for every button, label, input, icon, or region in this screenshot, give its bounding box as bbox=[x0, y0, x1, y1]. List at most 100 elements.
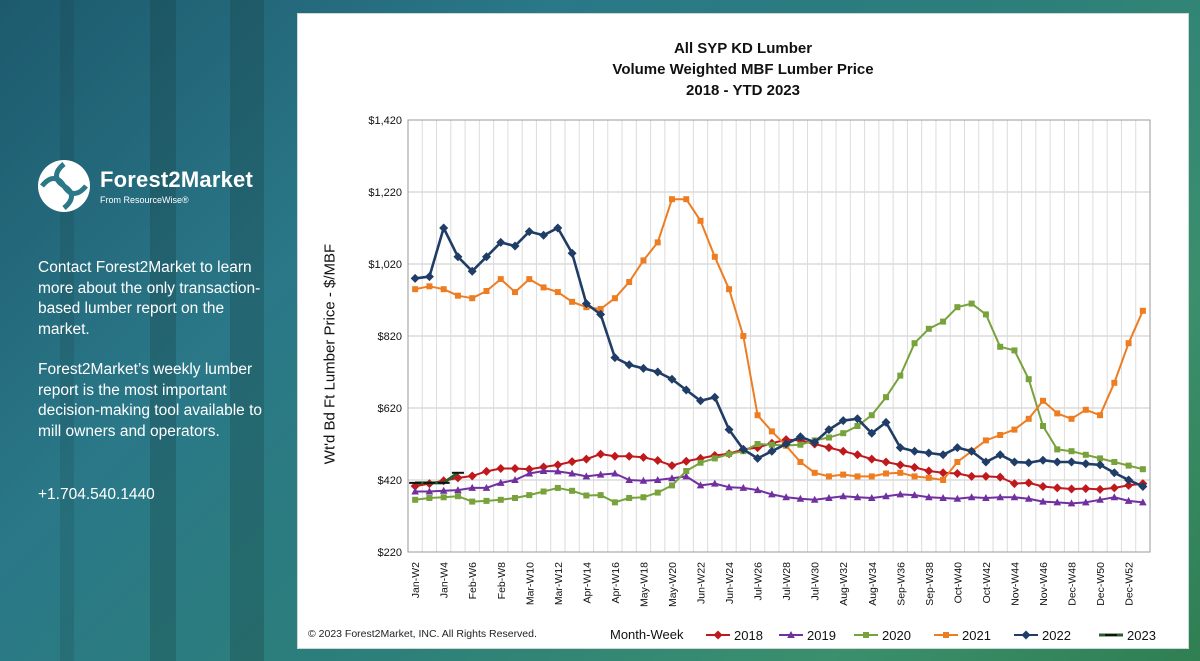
data-point-2021 bbox=[426, 283, 433, 290]
data-point-2020 bbox=[626, 495, 633, 501]
data-point-2019 bbox=[425, 487, 434, 495]
data-point-2021 bbox=[1011, 426, 1018, 433]
x-tick-label: Jul-W30 bbox=[810, 562, 822, 601]
legend-marker-2022 bbox=[1021, 630, 1031, 640]
phone-number[interactable]: +1.704.540.1440 bbox=[38, 486, 155, 503]
data-point-2022 bbox=[1009, 457, 1019, 467]
data-point-2021 bbox=[497, 276, 504, 283]
data-point-2018 bbox=[1038, 481, 1048, 491]
data-point-2019 bbox=[639, 476, 648, 484]
data-point-2019 bbox=[1139, 498, 1147, 506]
data-point-2020 bbox=[854, 423, 861, 429]
data-point-2019 bbox=[953, 494, 962, 502]
data-point-2019 bbox=[611, 469, 619, 477]
logo-subtitle: From ResourceWise® bbox=[100, 195, 189, 205]
data-point-2020 bbox=[1097, 455, 1104, 462]
data-point-2019 bbox=[839, 492, 848, 500]
x-tick-label: Jan-W2 bbox=[410, 562, 422, 598]
data-point-2022 bbox=[524, 227, 534, 237]
data-point-2018 bbox=[638, 452, 648, 462]
data-point-2021 bbox=[754, 412, 761, 419]
data-point-2020 bbox=[911, 340, 918, 347]
chart-title-line-1: All SYP KD Lumber bbox=[673, 40, 813, 57]
data-point-2021 bbox=[640, 257, 647, 264]
data-point-2021 bbox=[911, 473, 918, 480]
data-point-2020 bbox=[526, 492, 533, 499]
data-point-2018 bbox=[496, 463, 506, 473]
data-point-2021 bbox=[868, 473, 875, 480]
x-tick-label: Feb-W8 bbox=[496, 562, 508, 600]
data-point-2021 bbox=[654, 239, 661, 246]
data-point-2022 bbox=[510, 241, 520, 251]
data-point-2019 bbox=[782, 493, 790, 501]
x-axis-label: Month-Week bbox=[610, 627, 684, 642]
plot-frame bbox=[407, 119, 1151, 553]
data-point-2021 bbox=[668, 196, 675, 203]
data-point-2021 bbox=[554, 289, 561, 296]
x-tick-label: Nov-W44 bbox=[1009, 562, 1021, 606]
data-point-2020 bbox=[454, 493, 461, 500]
data-point-2019 bbox=[539, 467, 548, 474]
x-tick-label: Jul-W28 bbox=[781, 562, 793, 601]
data-point-2019 bbox=[554, 467, 562, 475]
x-tick-label: Jul-W26 bbox=[753, 562, 765, 601]
data-point-2021 bbox=[768, 428, 775, 435]
data-point-2019 bbox=[525, 469, 534, 477]
data-point-2021 bbox=[412, 286, 419, 293]
data-point-2019 bbox=[853, 493, 862, 501]
data-point-2022 bbox=[781, 439, 791, 449]
data-point-2022 bbox=[1095, 460, 1105, 470]
data-point-2021 bbox=[526, 276, 533, 283]
data-point-2022 bbox=[838, 416, 848, 426]
data-point-2021 bbox=[711, 253, 718, 260]
data-point-2020 bbox=[883, 394, 890, 401]
data-point-2022 bbox=[724, 425, 734, 435]
data-point-2018 bbox=[467, 471, 477, 481]
x-tick-label: Sep-W38 bbox=[924, 562, 936, 606]
data-point-2020 bbox=[868, 412, 875, 419]
data-point-2020 bbox=[968, 300, 975, 307]
x-tick-label: Jun-W22 bbox=[696, 562, 708, 604]
data-point-2020 bbox=[597, 492, 604, 499]
data-point-2021 bbox=[1111, 379, 1118, 386]
y-tick-label: $420 bbox=[378, 475, 402, 487]
data-point-2022 bbox=[1081, 459, 1091, 469]
brand-logo[interactable]: Forest2Market From ResourceWise® bbox=[36, 158, 253, 214]
data-point-2019 bbox=[496, 478, 505, 486]
legend-label-2022: 2022 bbox=[1042, 628, 1071, 643]
data-point-2022 bbox=[410, 273, 420, 283]
data-point-2019 bbox=[982, 494, 990, 501]
data-point-2019 bbox=[753, 486, 762, 494]
data-point-2018 bbox=[624, 451, 634, 461]
data-point-2019 bbox=[568, 469, 576, 477]
data-point-2022 bbox=[624, 360, 634, 370]
x-tick-label: Aug-W34 bbox=[867, 562, 879, 606]
data-point-2022 bbox=[553, 223, 563, 233]
data-point-2021 bbox=[1025, 415, 1032, 422]
data-point-2018 bbox=[895, 460, 905, 470]
data-point-2020 bbox=[569, 487, 576, 494]
y-tick-label: $1,020 bbox=[368, 259, 402, 271]
data-point-2021 bbox=[540, 284, 547, 291]
data-point-2020 bbox=[997, 343, 1004, 350]
data-point-2021 bbox=[626, 279, 633, 285]
x-tick-label: Aug-W32 bbox=[838, 562, 850, 606]
data-point-2019 bbox=[1110, 493, 1119, 501]
data-point-2021 bbox=[1054, 410, 1061, 417]
x-tick-label: Dec-W52 bbox=[1124, 562, 1136, 606]
data-point-2019 bbox=[582, 472, 591, 480]
x-tick-label: Oct-W40 bbox=[952, 562, 964, 604]
data-point-2019 bbox=[482, 483, 491, 491]
data-point-2020 bbox=[711, 455, 718, 462]
data-point-2022 bbox=[710, 392, 720, 402]
data-point-2019 bbox=[1039, 497, 1047, 505]
data-point-2019 bbox=[725, 483, 733, 491]
legend-label-2023: 2023 bbox=[1127, 628, 1156, 643]
data-point-2021 bbox=[740, 333, 747, 339]
data-point-2018 bbox=[567, 457, 577, 467]
data-point-2019 bbox=[867, 494, 876, 501]
legend-label-2019: 2019 bbox=[807, 628, 836, 643]
data-point-2019 bbox=[511, 476, 519, 483]
data-point-2022 bbox=[881, 417, 891, 427]
data-point-2022 bbox=[596, 309, 606, 319]
